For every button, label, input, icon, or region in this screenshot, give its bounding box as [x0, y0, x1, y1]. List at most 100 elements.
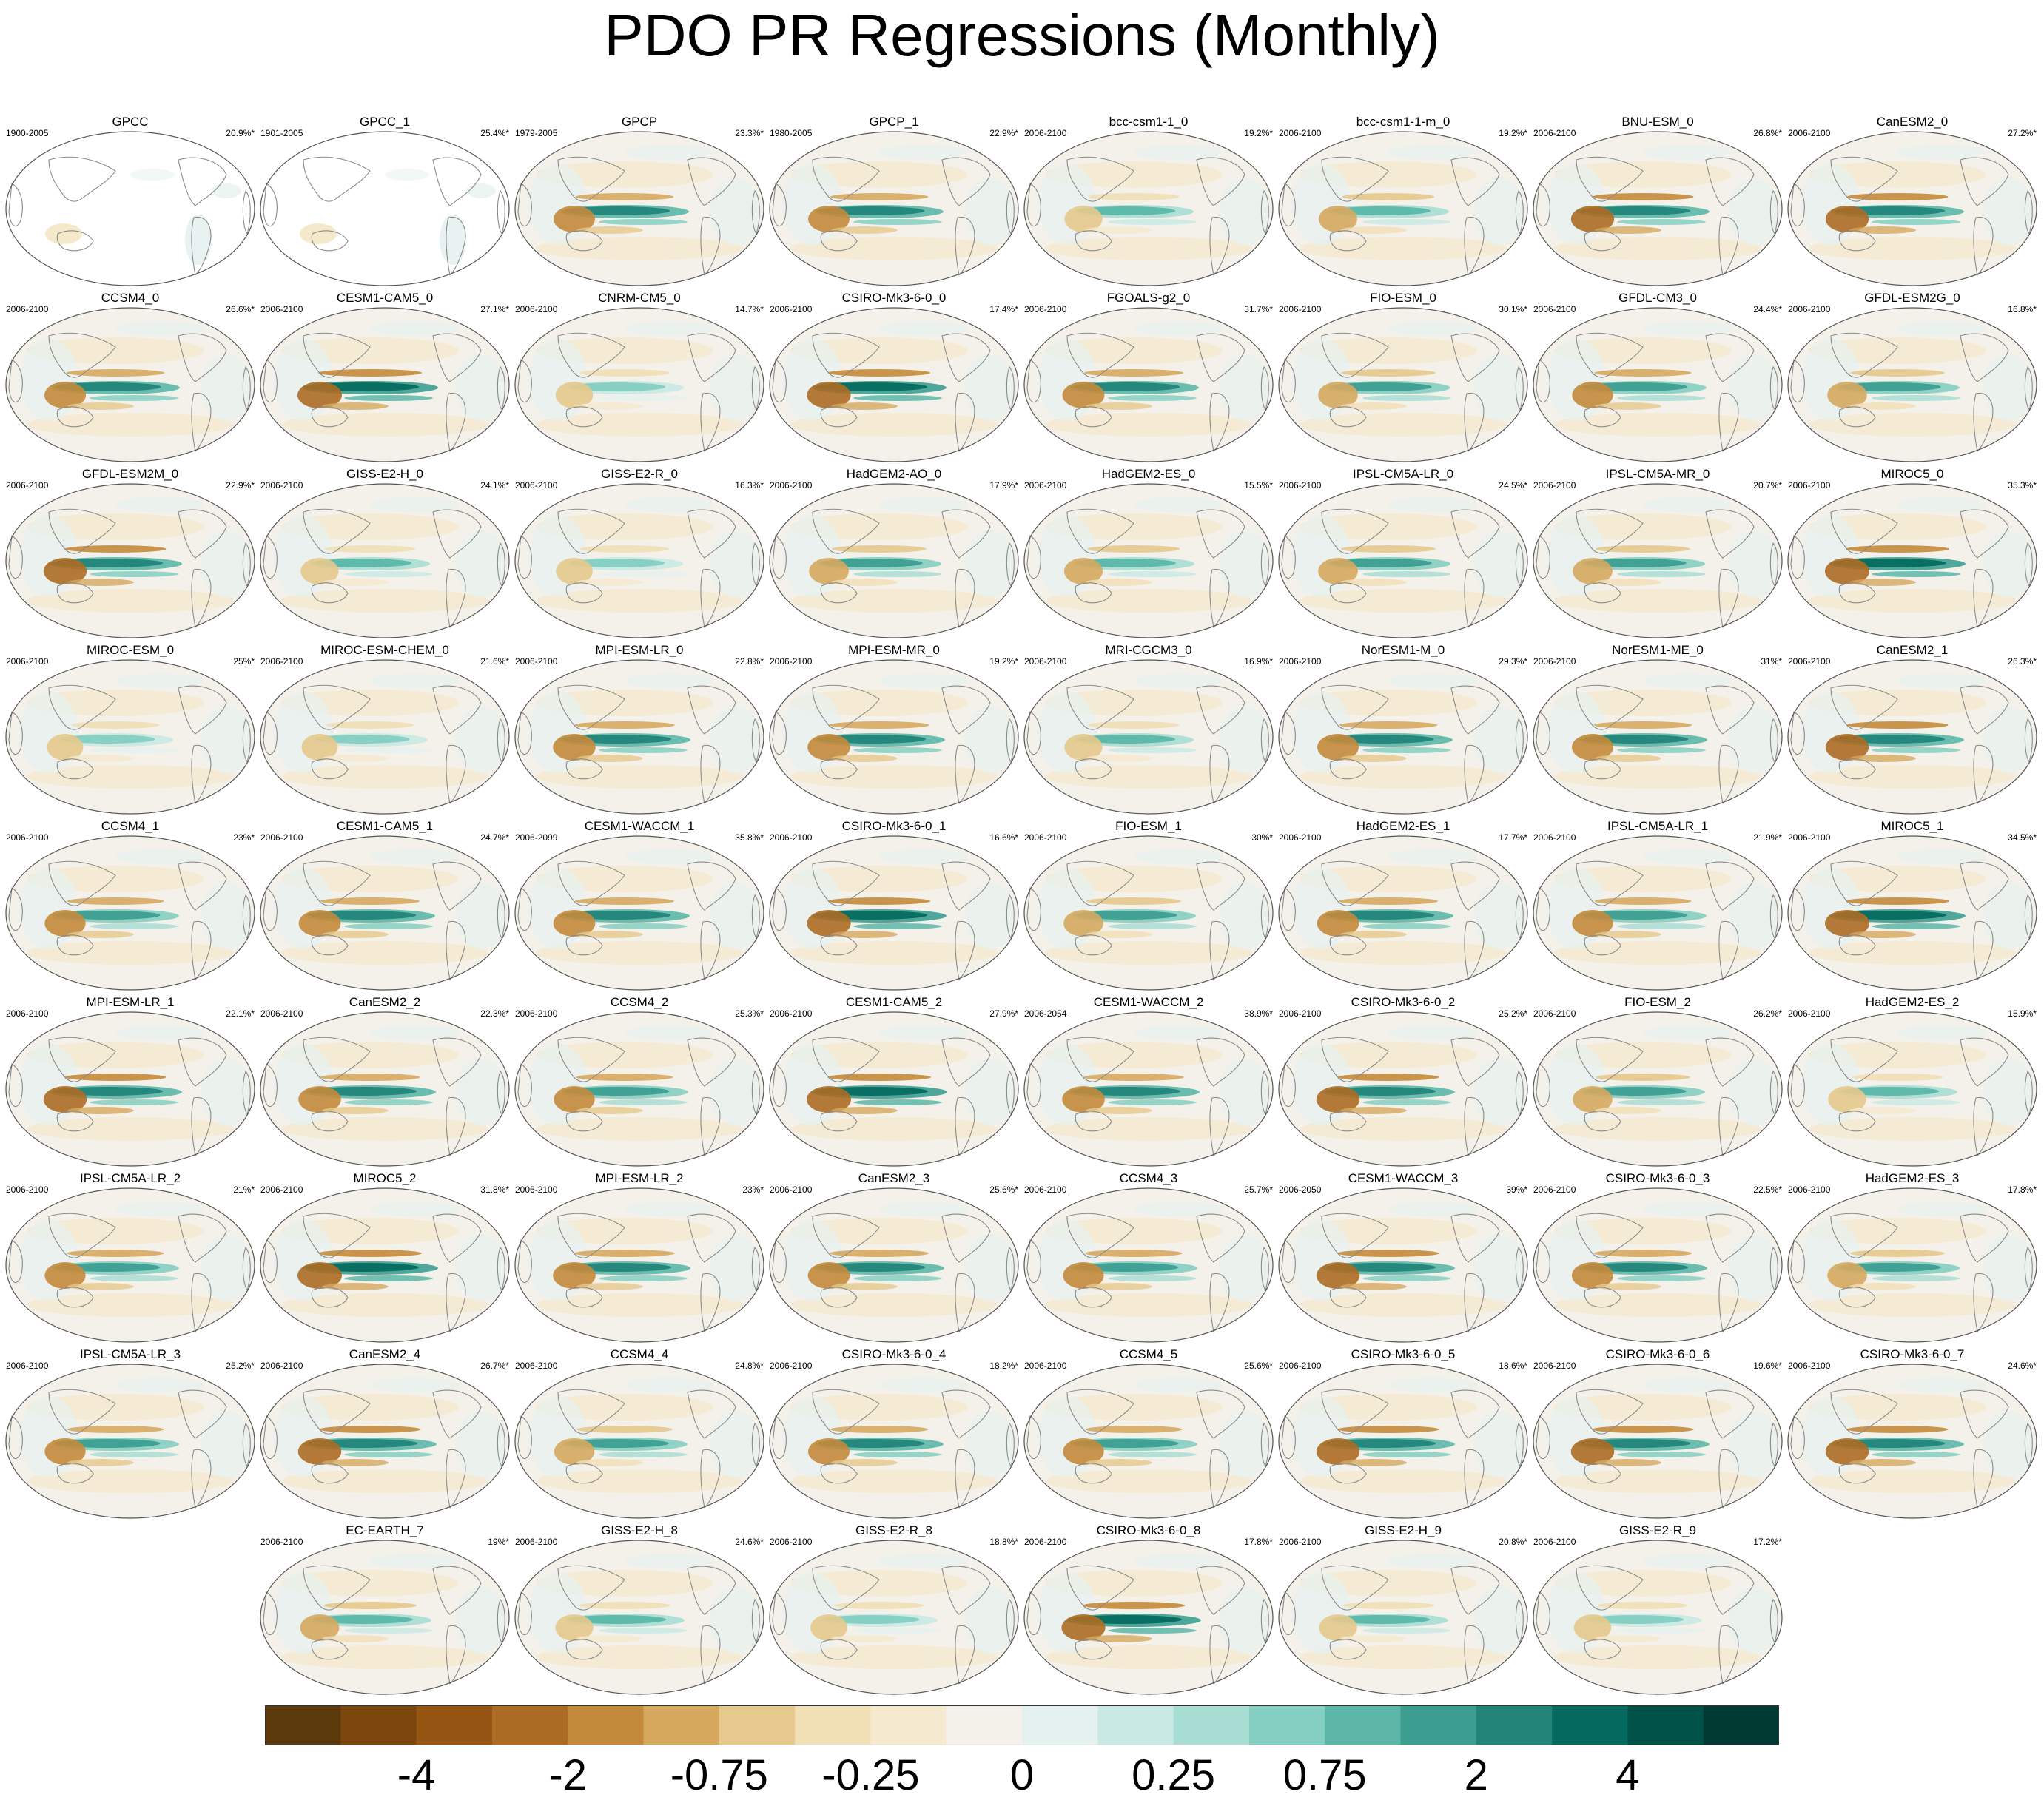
map-panel: FIO-ESM_0 2006-2100 30.1%* [1277, 291, 1529, 466]
panel-years: 2006-2100 [1024, 1537, 1067, 1547]
panel-years: 2006-2100 [1533, 1361, 1576, 1371]
coastline [1584, 582, 1621, 604]
maritime-continent-dry [1064, 558, 1103, 584]
panel-years: 2006-2100 [1788, 1008, 1831, 1019]
panel-title: CSIRO-Mk3-6-0_1 [841, 819, 947, 833]
coastline [941, 333, 991, 382]
coastline [941, 1566, 991, 1615]
panel-years: 2006-2100 [1279, 832, 1322, 843]
map-outline [1787, 307, 2037, 462]
coastline [955, 568, 975, 629]
south-pacific-anomaly [1300, 941, 1507, 965]
panel-years: 2006-2100 [1279, 1537, 1322, 1547]
south-pacific-anomaly [1554, 1293, 1761, 1317]
map-outline [1278, 835, 1528, 991]
coastline [1260, 1070, 1269, 1116]
panel-variance-pct: 23.3%* [735, 128, 764, 138]
panel-variance-pct: 29.3%* [1499, 656, 1527, 667]
colorbar-swatch [1400, 1705, 1477, 1745]
atlantic-anomaly [201, 883, 252, 949]
coastline [1196, 685, 1245, 735]
panel-variance-pct: 17.7%* [1499, 832, 1527, 843]
colorbar-swatch [568, 1705, 644, 1745]
north-high-lat-anomaly [370, 1202, 459, 1216]
panel-title: CSIRO-Mk3-6-0_7 [1860, 1347, 1965, 1361]
panel-title: FIO-ESM_1 [1115, 819, 1182, 833]
map-outline [769, 835, 1019, 991]
south-dry-band [576, 1459, 643, 1466]
map-outline [260, 1187, 510, 1343]
panel-years: 2006-2100 [1533, 1184, 1576, 1195]
coastline [311, 1463, 349, 1484]
south-dry-band [1595, 931, 1661, 938]
panel-title: MPI-ESM-MR_0 [848, 643, 940, 657]
coastline [1281, 535, 1296, 579]
map-outline [5, 307, 255, 462]
atlantic-anomaly [1983, 1411, 2034, 1477]
regression-map [260, 1540, 510, 1695]
coastline [1281, 1063, 1296, 1108]
coastline [1973, 568, 1994, 629]
indian-ocean-anomaly [1801, 516, 1860, 597]
map-outline [260, 483, 510, 638]
spcz-wet-branch [853, 1452, 942, 1457]
coastline [1066, 1565, 1134, 1611]
spcz-wet-branch [1108, 1099, 1197, 1105]
map-panel: GISS-E2-H_8 2006-2100 24.6%* [514, 1524, 765, 1699]
atlantic-anomaly [1219, 1587, 1271, 1654]
map-outline [1278, 131, 1528, 286]
spcz-wet-branch [853, 395, 942, 401]
map-outline [1533, 1187, 1783, 1343]
map-outline [1787, 131, 2037, 286]
coastline [1960, 1037, 2009, 1087]
map-outline [260, 835, 510, 991]
north-high-lat-anomaly [1134, 1378, 1223, 1392]
coastline [1281, 711, 1296, 755]
panel-years: 2006-2100 [770, 480, 813, 491]
colorbar-swatch [1552, 1705, 1628, 1745]
south-dry-band [1086, 1459, 1152, 1466]
coastline [955, 392, 975, 453]
indian-ocean-anomaly [274, 340, 333, 421]
south-pacific-anomaly [1045, 1293, 1252, 1317]
north-itcz-dry [66, 369, 165, 377]
panel-title: GISS-E2-H_8 [601, 1523, 678, 1537]
panel-variance-pct: 39%* [1506, 1184, 1527, 1195]
spcz-wet-branch [1362, 219, 1451, 225]
coastline [263, 535, 278, 579]
south-dry-band [1340, 579, 1407, 586]
panel-variance-pct: 24.1%* [480, 480, 509, 491]
south-pacific-anomaly [536, 765, 743, 789]
coastline [1026, 359, 1041, 403]
coastline [1830, 860, 1898, 906]
coastline [191, 1096, 212, 1157]
coastline [1584, 1111, 1621, 1132]
indian-ocean-anomaly [1547, 1572, 1606, 1654]
map-panel: GFDL-ESM2M_0 2006-2100 22.9%* [4, 468, 256, 642]
north-high-lat-anomaly [625, 145, 713, 160]
atlantic-anomaly [201, 530, 252, 597]
indian-ocean-anomaly [19, 868, 78, 949]
regression-map [514, 835, 764, 991]
coastline [1973, 1273, 1994, 1333]
south-dry-band [1849, 579, 1916, 586]
spcz-wet-branch [344, 1628, 433, 1634]
maritime-continent-dry [556, 558, 593, 584]
maritime-continent-dry [554, 1086, 595, 1113]
coastline [1075, 582, 1112, 604]
map-panel: GISS-E2-H_9 2006-2100 20.8%* [1277, 1524, 1529, 1699]
coastline [1260, 365, 1269, 411]
coastline [1705, 1037, 1755, 1087]
maritime-continent-dry [300, 1614, 340, 1641]
coastline [1576, 1565, 1644, 1611]
coastline [1321, 1565, 1389, 1611]
indian-ocean-anomaly [19, 340, 78, 421]
south-dry-band [1595, 1459, 1661, 1466]
coastline [1196, 1037, 1245, 1087]
land-anomaly [466, 183, 496, 198]
equatorial-wet-core [1840, 1087, 1940, 1096]
coastline [446, 1449, 466, 1509]
south-pacific-anomaly [27, 765, 234, 789]
coastline [772, 887, 787, 931]
south-pacific-anomaly [27, 941, 234, 965]
